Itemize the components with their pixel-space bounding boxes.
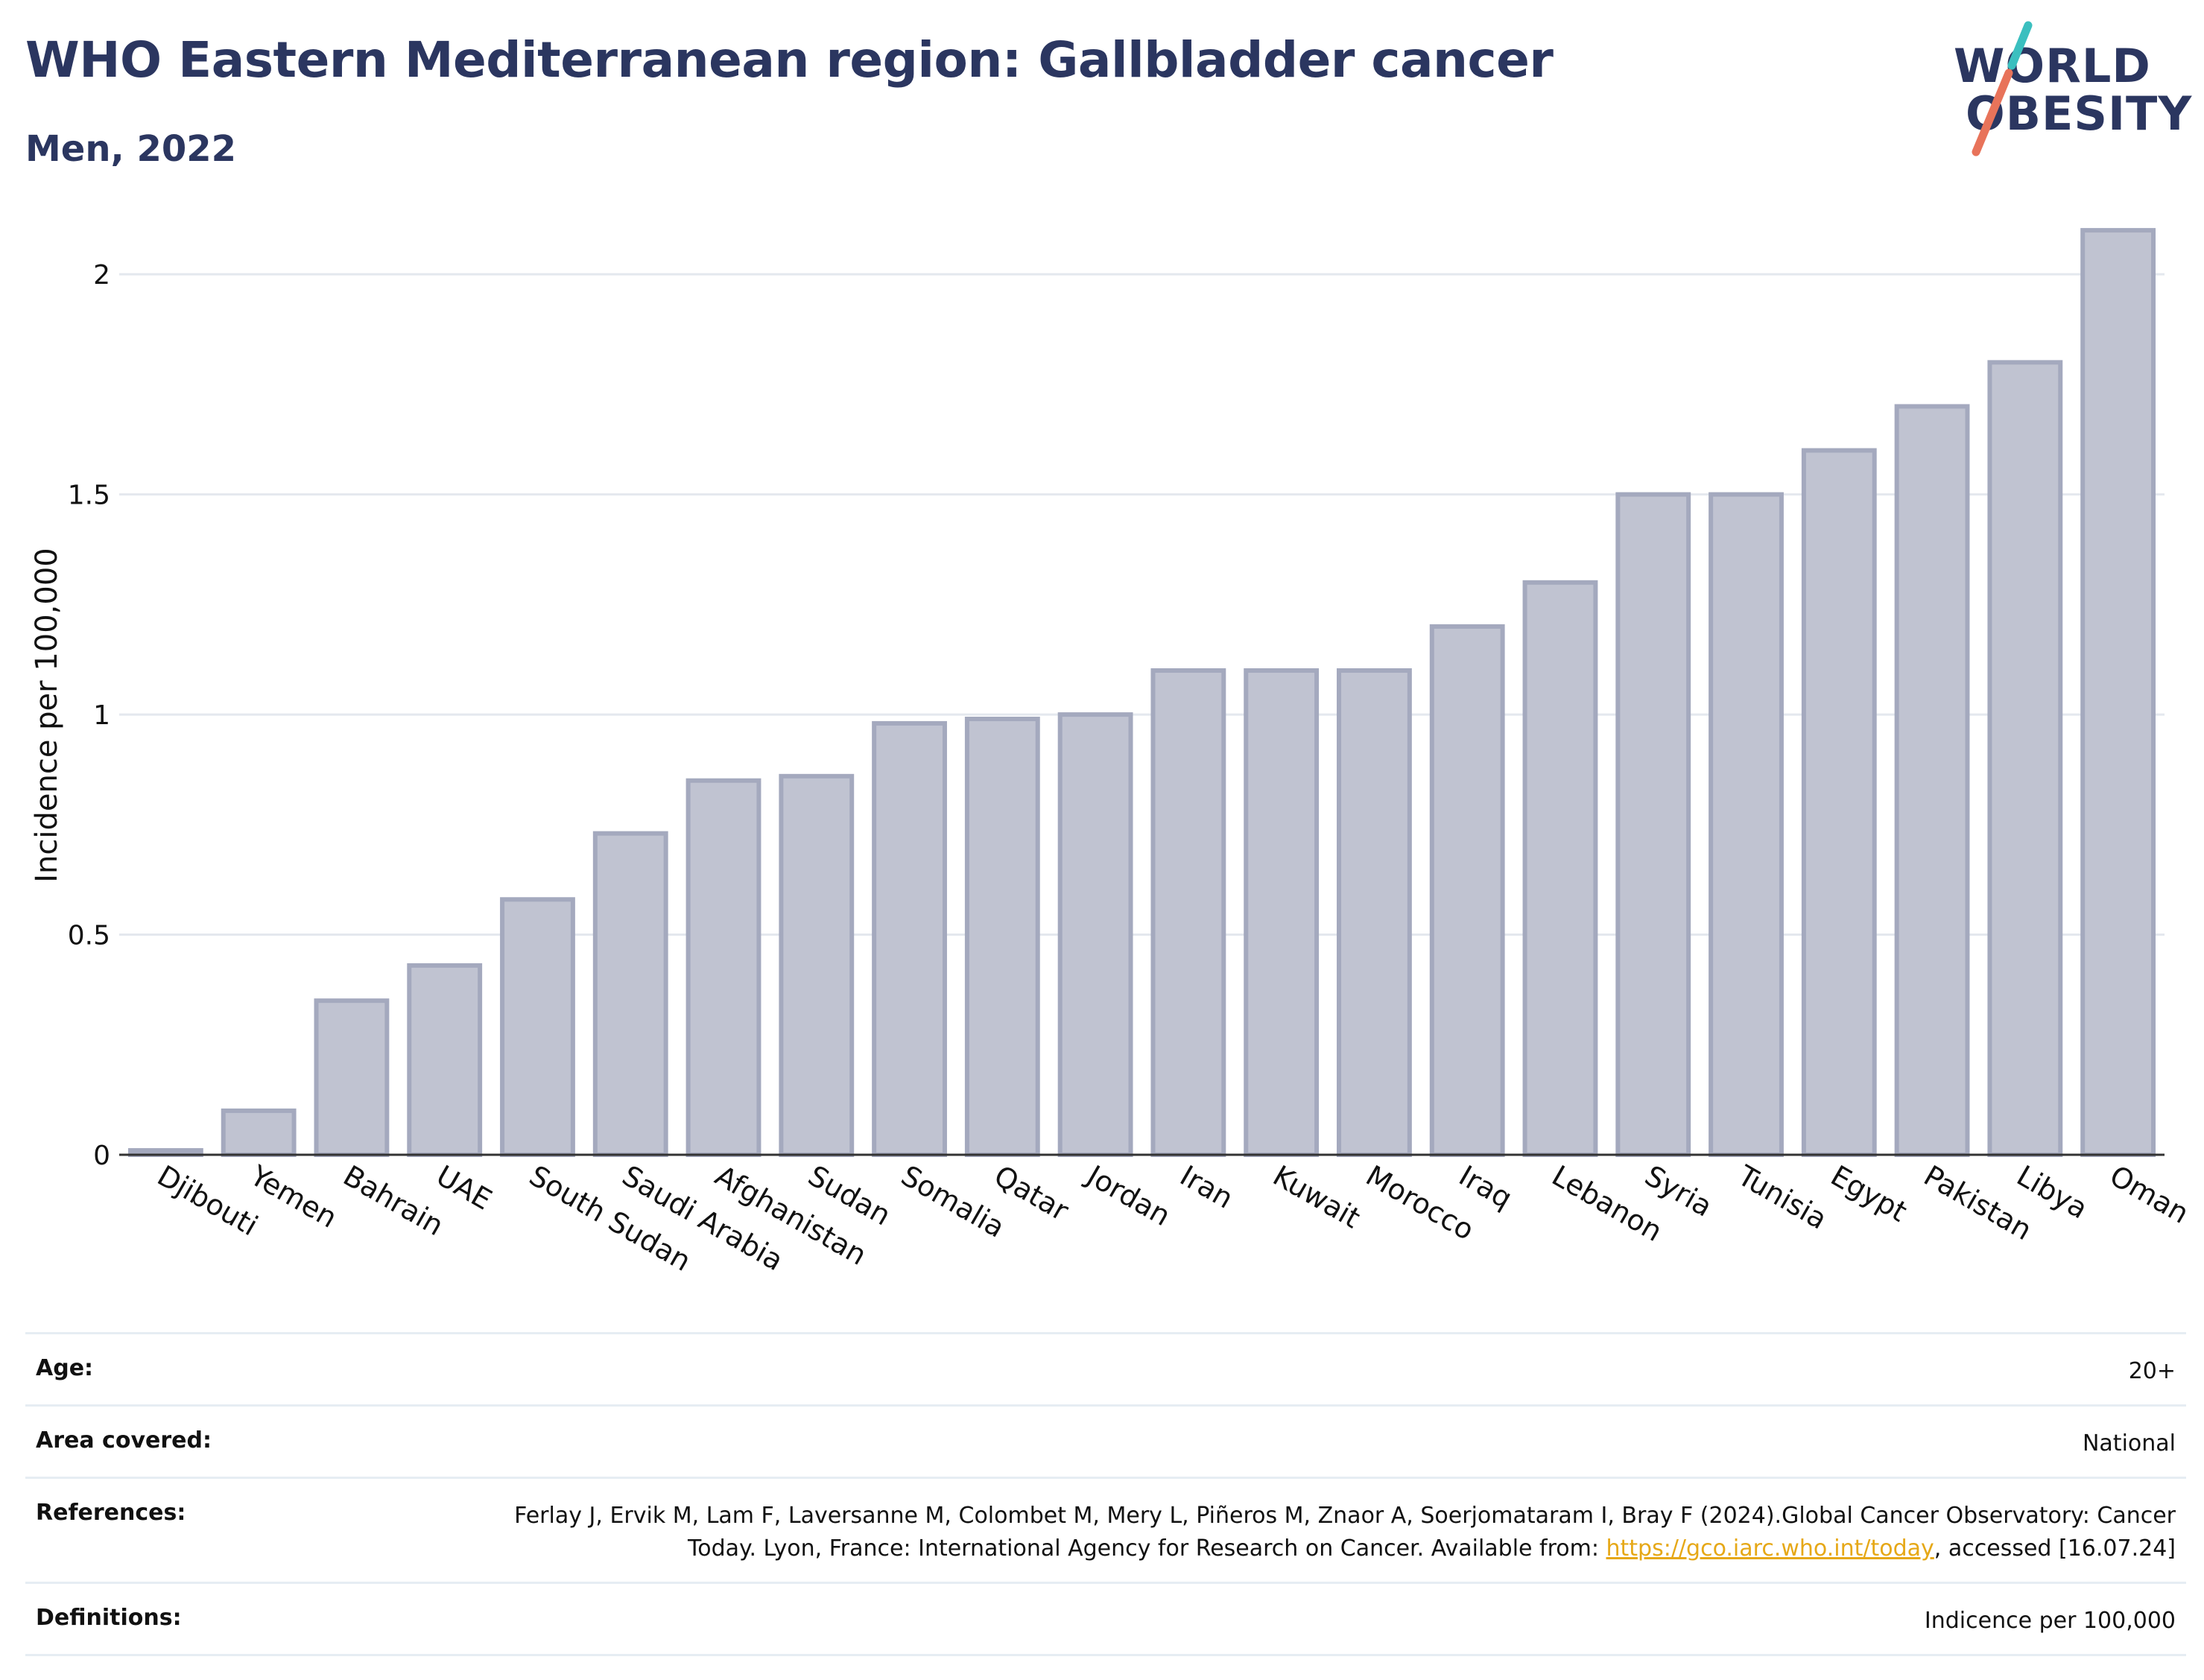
logo-line-1: WORLD [1954, 39, 2151, 93]
y-tick-label: 2 [93, 260, 110, 291]
bar [314, 998, 390, 1157]
logo-slash-icon [1972, 21, 2033, 156]
bar [221, 1108, 297, 1157]
references-text-1: Ferlay J, Ervik M, Lam F, Laversanne M, … [514, 1503, 2176, 1562]
x-tick-label: Iran [1174, 1159, 1238, 1215]
x-tick-label: Oman [2104, 1159, 2194, 1230]
bar [1150, 668, 1226, 1157]
age-value: 20+ [2128, 1358, 2176, 1384]
x-tick-label: UAE [431, 1159, 497, 1217]
bar [1429, 624, 1505, 1157]
bar-chart: 0 0.5 1 1.5 2 Incidence per 100,000 DjiboutiYe… [30, 228, 2194, 1278]
bar [1337, 668, 1412, 1157]
age-label: Age: [36, 1355, 94, 1381]
y-tick-label: 1.5 [68, 481, 110, 511]
references-label: References: [36, 1500, 186, 1526]
references-link[interactable]: https://gco.iarc.who.int/today [1606, 1535, 1934, 1562]
info-table: Age: 20+ Area covered: National Referenc… [25, 1332, 2186, 1656]
references-value: Ferlay J, Ervik M, Lam F, Laversanne M, … [462, 1500, 2176, 1565]
references-text-2: , accessed [16.07.24] [1934, 1535, 2176, 1562]
info-row-references: References: Ferlay J, Ervik M, Lam F, La… [25, 1477, 2186, 1582]
bar [964, 717, 1040, 1157]
x-tick-label: Djibouti [152, 1159, 264, 1243]
bar [1057, 712, 1133, 1157]
info-row-age: Age: 20+ [25, 1332, 2186, 1404]
page-subtitle: Men, 2022 [25, 128, 237, 170]
bar [1615, 492, 1691, 1157]
area-label: Area covered: [36, 1427, 212, 1454]
x-tick-label: Jordan [1080, 1158, 1176, 1233]
x-tick-label: Somalia [896, 1159, 1010, 1244]
bar [779, 773, 855, 1157]
info-row-definitions: Definitions: Indicence per 100,000 [25, 1582, 2186, 1656]
bar [592, 831, 668, 1157]
bar [1522, 580, 1598, 1157]
x-tick-label: Egypt [1825, 1159, 1913, 1229]
x-tick-label: Bahrain [338, 1159, 449, 1243]
area-value: National [2082, 1430, 2176, 1456]
bar [500, 897, 575, 1157]
bar [1987, 360, 2063, 1157]
bar [685, 778, 761, 1158]
logo-line-2: OBESITY [1966, 86, 2193, 141]
x-tick-label: Kuwait [1267, 1159, 1366, 1235]
bar [1894, 404, 1970, 1158]
world-obesity-logo: WORLD OBESITY [1945, 21, 2191, 162]
x-tick-label: Tunisia [1732, 1158, 1832, 1236]
x-tick-label: Yemen [244, 1158, 343, 1234]
y-tick-label: 0 [93, 1141, 110, 1171]
definitions-value: Indicence per 100,000 [1924, 1608, 2176, 1634]
bar [872, 720, 947, 1157]
page-title: WHO Eastern Mediterranean region: Gallbl… [25, 31, 1554, 89]
definitions-label: Definitions: [36, 1605, 182, 1631]
bar [1801, 448, 1877, 1157]
y-tick-label: 0.5 [68, 921, 110, 951]
x-tick-label: Iraq [1454, 1159, 1518, 1215]
y-tick-label: 1 [93, 700, 110, 731]
bar [2080, 228, 2156, 1157]
bar [1244, 668, 1320, 1157]
info-row-area: Area covered: National [25, 1404, 2186, 1477]
y-axis-label: Incidence per 100,000 [30, 548, 64, 883]
bar [407, 963, 483, 1157]
bar [1709, 492, 1784, 1157]
